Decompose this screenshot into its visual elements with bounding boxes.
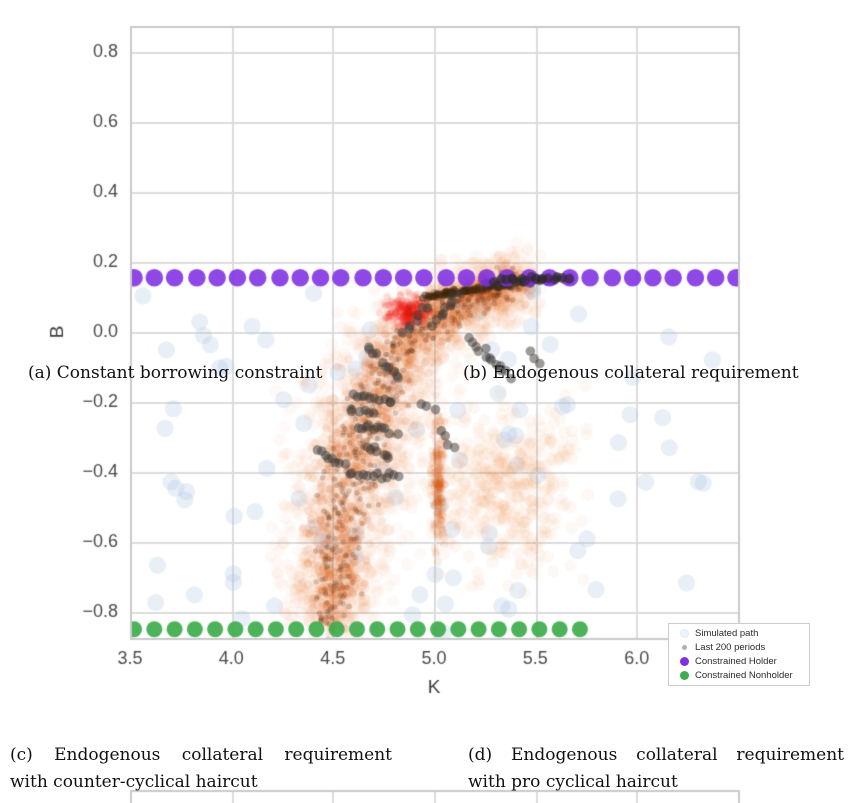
simulated-path-marker-icon — [673, 628, 695, 638]
plot-legend: Simulated path Last 200 periods Constrai… — [668, 623, 810, 686]
caption-panel-c-line2: with counter-cyclical haircut — [10, 772, 258, 792]
legend-label: Constrained Nonholder — [695, 670, 793, 682]
legend-label: Simulated path — [695, 627, 759, 639]
constrained-nonholder-marker-icon — [673, 671, 695, 681]
caption-panel-b: (b) Endogenous collateral requirement — [463, 363, 799, 383]
caption-panel-d: (d) Endogenous collateral requirement wi… — [468, 742, 844, 796]
legend-item-simulated-path: Simulated path — [673, 626, 805, 640]
legend-item-constrained-holder: Constrained Holder — [673, 655, 805, 669]
constrained-holder-marker-icon — [673, 657, 695, 667]
caption-panel-d-line2: with pro cyclical haircut — [468, 772, 678, 792]
last-200-periods-marker-icon — [673, 644, 695, 650]
caption-panel-c-line1: (c) Endogenous collateral requirement — [10, 745, 392, 765]
caption-panel-d-line1: (d) Endogenous collateral requirement — [468, 745, 844, 765]
caption-panel-c: (c) Endogenous collateral requirement wi… — [10, 742, 392, 796]
legend-item-last-200-periods: Last 200 periods — [673, 640, 805, 654]
caption-panel-a: (a) Constant borrowing constraint — [28, 363, 323, 383]
legend-label: Constrained Holder — [695, 656, 777, 668]
legend-item-constrained-nonholder: Constrained Nonholder — [673, 669, 805, 683]
legend-label: Last 200 periods — [695, 641, 766, 653]
